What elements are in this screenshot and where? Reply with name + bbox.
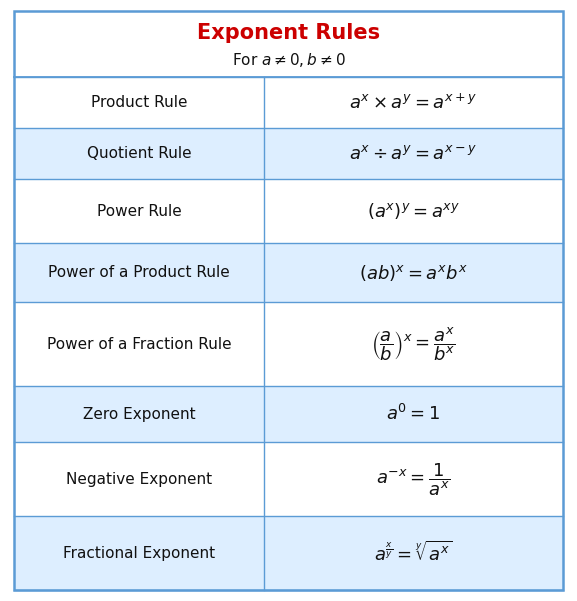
Bar bbox=[14, 243, 264, 302]
Text: Power of a Fraction Rule: Power of a Fraction Rule bbox=[47, 337, 231, 352]
Bar bbox=[14, 11, 563, 78]
Text: $a^{0} = 1$: $a^{0} = 1$ bbox=[386, 404, 440, 424]
Text: Power of a Product Rule: Power of a Product Rule bbox=[48, 265, 230, 280]
Bar bbox=[14, 516, 264, 590]
Bar bbox=[264, 386, 563, 442]
Text: Fractional Exponent: Fractional Exponent bbox=[63, 546, 215, 561]
Bar bbox=[264, 442, 563, 516]
Text: $\left(\dfrac{a}{b}\right)^{x} = \dfrac{a^{x}}{b^{x}}$: $\left(\dfrac{a}{b}\right)^{x} = \dfrac{… bbox=[371, 325, 456, 363]
Bar bbox=[264, 180, 563, 243]
Text: Zero Exponent: Zero Exponent bbox=[83, 407, 196, 422]
Text: For $a \neq 0, b \neq 0$: For $a \neq 0, b \neq 0$ bbox=[231, 51, 346, 69]
Text: Exponent Rules: Exponent Rules bbox=[197, 23, 380, 43]
Text: Negative Exponent: Negative Exponent bbox=[66, 472, 212, 487]
Bar bbox=[264, 243, 563, 302]
Bar bbox=[264, 516, 563, 590]
Text: Quotient Rule: Quotient Rule bbox=[87, 147, 192, 162]
Bar bbox=[264, 78, 563, 129]
Text: $a^{x} \times a^{y} = a^{x+y}$: $a^{x} \times a^{y} = a^{x+y}$ bbox=[349, 93, 477, 112]
Bar bbox=[14, 442, 264, 516]
Bar bbox=[264, 129, 563, 180]
Text: Product Rule: Product Rule bbox=[91, 96, 188, 111]
Text: $a^{\frac{x}{y}} = \sqrt[y]{a^{x}}$: $a^{\frac{x}{y}} = \sqrt[y]{a^{x}}$ bbox=[374, 541, 452, 566]
Text: $\left(a^{x}\right)^{y} = a^{xy}$: $\left(a^{x}\right)^{y} = a^{xy}$ bbox=[367, 201, 460, 221]
Bar bbox=[14, 78, 264, 129]
Bar bbox=[264, 302, 563, 386]
Bar bbox=[14, 180, 264, 243]
Bar bbox=[14, 129, 264, 180]
Text: $\left(ab\right)^{x} = a^{x}b^{x}$: $\left(ab\right)^{x} = a^{x}b^{x}$ bbox=[359, 263, 468, 282]
Text: $a^{-x} = \dfrac{1}{a^{x}}$: $a^{-x} = \dfrac{1}{a^{x}}$ bbox=[376, 461, 450, 498]
Bar bbox=[14, 302, 264, 386]
Bar bbox=[14, 386, 264, 442]
Text: $a^{x} \div a^{y} = a^{x-y}$: $a^{x} \div a^{y} = a^{x-y}$ bbox=[349, 145, 477, 163]
Text: Power Rule: Power Rule bbox=[97, 204, 182, 219]
